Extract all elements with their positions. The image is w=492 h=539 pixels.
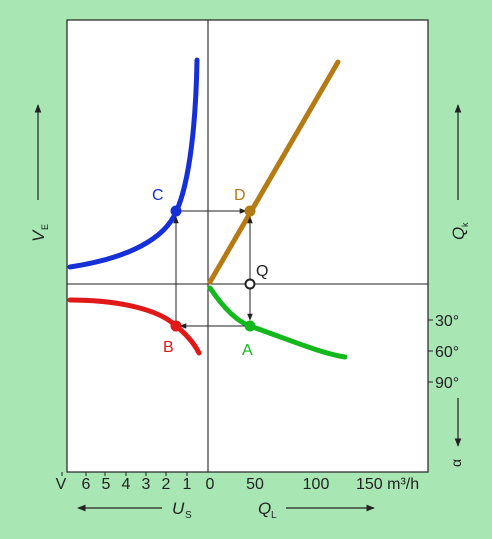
- label-A: A: [242, 342, 253, 359]
- us-tick-4: 4: [122, 476, 131, 493]
- ve-label: V E: [29, 224, 50, 242]
- svg-text:S: S: [185, 510, 192, 521]
- svg-text:k: k: [460, 222, 470, 227]
- svg-text:L: L: [271, 510, 277, 521]
- qk-label: Q k: [449, 222, 470, 240]
- alpha-label: α: [448, 459, 464, 467]
- angle-tick-label-90: 90°: [435, 375, 459, 392]
- axis-tick-0: 0: [206, 476, 215, 493]
- point-B-marker: [170, 320, 182, 332]
- us-tick-V: V: [56, 476, 67, 493]
- us-tick-1: 1: [183, 476, 192, 493]
- us-tick-2: 2: [162, 476, 171, 493]
- label-D: D: [234, 187, 246, 204]
- label-B: B: [163, 339, 174, 356]
- angle-tick-label-60: 60°: [435, 344, 459, 361]
- us-ticks: [61, 472, 188, 476]
- svg-text:E: E: [40, 224, 50, 230]
- plot-area: [66, 19, 429, 473]
- point-A-marker: [244, 320, 256, 332]
- ql-label: Q L: [258, 499, 277, 521]
- ql-tick-150: 150 m³/h: [356, 476, 419, 493]
- point-D-marker: [244, 205, 256, 217]
- svg-text:Q: Q: [258, 499, 271, 518]
- svg-text:Q: Q: [449, 227, 468, 240]
- ql-tick-100: 100: [303, 476, 330, 493]
- svg-text:U: U: [172, 499, 185, 518]
- label-C: C: [152, 187, 164, 204]
- label-Q: Q: [256, 263, 268, 280]
- us-label: U S: [172, 499, 192, 521]
- ql-tick-50: 50: [246, 476, 264, 493]
- us-tick-3: 3: [142, 476, 151, 493]
- curve-green: [207, 285, 348, 360]
- us-tick-5: 5: [102, 476, 111, 493]
- angle-tick-label-30: 30°: [435, 313, 459, 330]
- us-tick-6: 6: [82, 476, 91, 493]
- point-Q-marker: [244, 278, 256, 290]
- svg-text:V: V: [29, 229, 48, 242]
- point-C-marker: [170, 205, 182, 217]
- line-brown: [207, 59, 341, 285]
